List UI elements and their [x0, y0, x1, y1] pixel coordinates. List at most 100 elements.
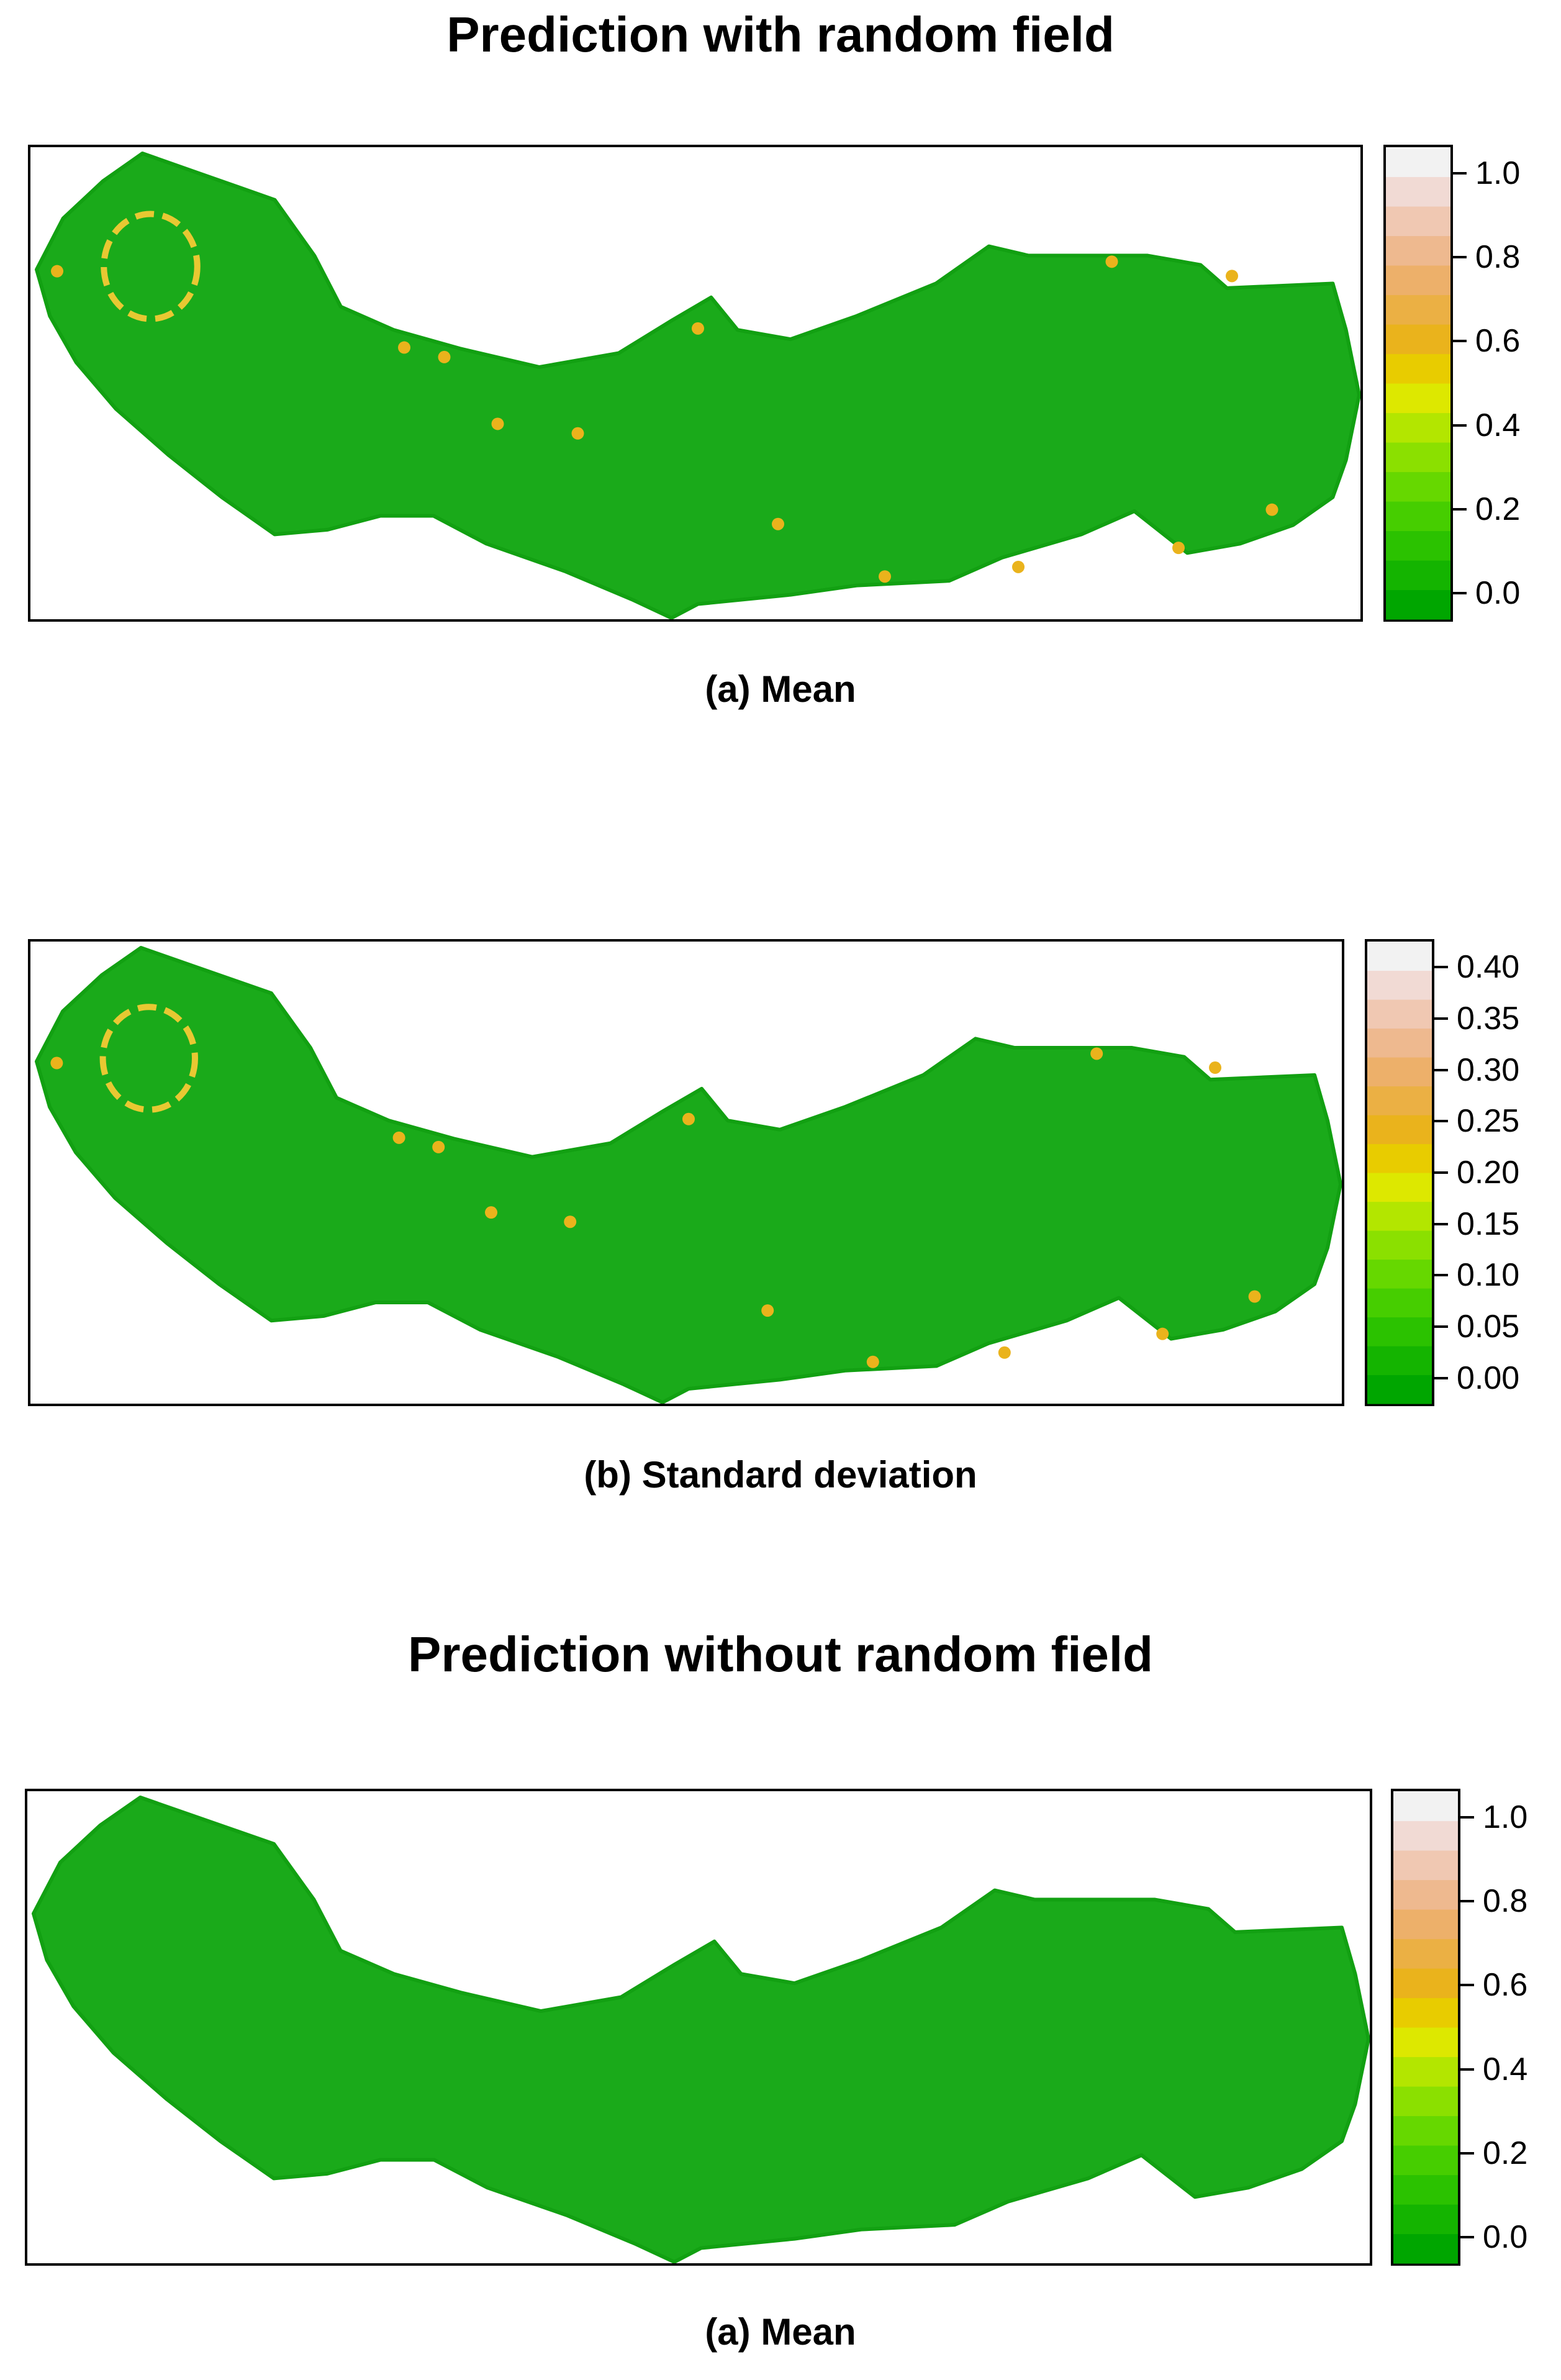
color-legend-2	[1365, 939, 1434, 1406]
legend-tick-mark	[1453, 591, 1467, 594]
color-legend-1	[1383, 145, 1453, 622]
legend-tick-mark	[1434, 966, 1448, 969]
hotspot	[866, 1355, 879, 1368]
island-shape	[32, 1796, 1370, 2263]
legend-band	[1367, 942, 1432, 971]
legend-band	[1386, 530, 1450, 561]
caption-panel-2: (b) Standard deviation	[584, 1454, 977, 1496]
legend-band	[1393, 1879, 1458, 1910]
hotspot	[1209, 1061, 1221, 1074]
legend-tick-mark	[1434, 1068, 1448, 1071]
legend-tick-label: 0.2	[1483, 2135, 1528, 2171]
section-title-without-random-field: Prediction without random field	[408, 1627, 1153, 1682]
legend-band	[1393, 1997, 1458, 2028]
legend-tick-label: 0.4	[1483, 2051, 1528, 2087]
legend-tick-label: 0.20	[1457, 1155, 1520, 1191]
legend-tick-label: 0.6	[1475, 323, 1521, 360]
legend-tick-label: 0.35	[1457, 1000, 1520, 1037]
hotspot	[998, 1346, 1011, 1359]
legend-tick-mark	[1460, 2068, 1474, 2071]
legend-band	[1367, 1259, 1432, 1289]
legend-band	[1386, 412, 1450, 443]
legend-band	[1393, 2086, 1458, 2117]
legend-ramp-2	[1367, 942, 1432, 1404]
legend-band	[1367, 1346, 1432, 1376]
legend-band	[1386, 324, 1450, 355]
hotspot	[1156, 1327, 1169, 1340]
legend-tick-mark	[1434, 1325, 1448, 1329]
legend-band	[1386, 560, 1450, 591]
legend-tick-mark	[1453, 424, 1467, 427]
legend-tick-mark	[1460, 1900, 1474, 1903]
legend-tick-mark	[1434, 1171, 1448, 1174]
legend-band	[1367, 1230, 1432, 1260]
legend-band	[1367, 1201, 1432, 1231]
legend-band	[1386, 235, 1450, 266]
legend-band	[1386, 265, 1450, 296]
legend-tick-label: 0.40	[1457, 949, 1520, 986]
legend-band	[1367, 1288, 1432, 1318]
hotspot	[1012, 560, 1025, 573]
legend-band	[1386, 589, 1450, 620]
legend-tick-label: 0.8	[1483, 1883, 1528, 1920]
legend-tick-label: 0.05	[1457, 1309, 1520, 1345]
legend-tick-label: 0.0	[1475, 575, 1521, 611]
legend-tick-mark	[1460, 1816, 1474, 1819]
legend-band	[1393, 2027, 1458, 2058]
legend-tick-label: 0.2	[1475, 491, 1521, 527]
map-panel-mean-without-rf	[25, 1789, 1372, 2266]
legend-band	[1367, 1143, 1432, 1173]
island-map-2	[35, 946, 1342, 1404]
caption-panel-1: (a) Mean	[705, 668, 856, 710]
legend-band	[1386, 353, 1450, 384]
legend-band	[1393, 2233, 1458, 2264]
legend-band	[1386, 383, 1450, 414]
hotspot	[1090, 1047, 1103, 1060]
legend-tick-mark	[1453, 340, 1467, 343]
legend-band	[1393, 1850, 1458, 1881]
legend-tick-label: 1.0	[1475, 155, 1521, 192]
legend-band	[1386, 206, 1450, 237]
legend-tick-label: 0.10	[1457, 1257, 1520, 1294]
legend-band	[1367, 1086, 1432, 1115]
caption-panel-3: (a) Mean	[705, 2311, 856, 2353]
legend-tick-label: 0.15	[1457, 1206, 1520, 1242]
legend-band	[1393, 2145, 1458, 2176]
legend-tick-label: 0.30	[1457, 1051, 1520, 1088]
hotspot	[692, 322, 704, 335]
hotspot	[571, 427, 584, 440]
hotspot	[682, 1112, 695, 1125]
hotspot	[432, 1140, 445, 1153]
legend-tick-mark	[1434, 1222, 1448, 1225]
legend-band	[1393, 2204, 1458, 2235]
legend-band	[1393, 1909, 1458, 1940]
hotspot	[1105, 255, 1118, 268]
hotspot	[1265, 503, 1278, 516]
legend-tick-mark	[1460, 2235, 1474, 2238]
legend-tick-mark	[1434, 1017, 1448, 1020]
legend-band	[1386, 442, 1450, 473]
legend-tick-label: 1.0	[1483, 1799, 1528, 1836]
legend-tick-mark	[1453, 507, 1467, 511]
hotspot	[1248, 1290, 1261, 1303]
legend-band	[1393, 1938, 1458, 1969]
hotspot	[51, 265, 63, 278]
hotspot	[564, 1215, 577, 1229]
legend-band	[1367, 1057, 1432, 1087]
legend-band	[1367, 970, 1432, 1000]
hotspot	[1172, 542, 1185, 555]
legend-tick-mark	[1460, 2151, 1474, 2155]
legend-band	[1367, 1028, 1432, 1058]
legend-tick-mark	[1434, 1274, 1448, 1277]
hotspot	[772, 517, 784, 530]
legend-band	[1386, 147, 1450, 178]
legend-band	[1367, 1115, 1432, 1145]
legend-tick-label: 0.4	[1475, 407, 1521, 443]
caldera-ring	[101, 211, 201, 322]
legend-tick-mark	[1460, 1984, 1474, 1987]
legend-band	[1386, 176, 1450, 207]
legend-tick-label: 0.25	[1457, 1103, 1520, 1140]
island-map-3	[32, 1796, 1370, 2263]
legend-band	[1367, 999, 1432, 1029]
legend-tick-mark	[1453, 172, 1467, 175]
